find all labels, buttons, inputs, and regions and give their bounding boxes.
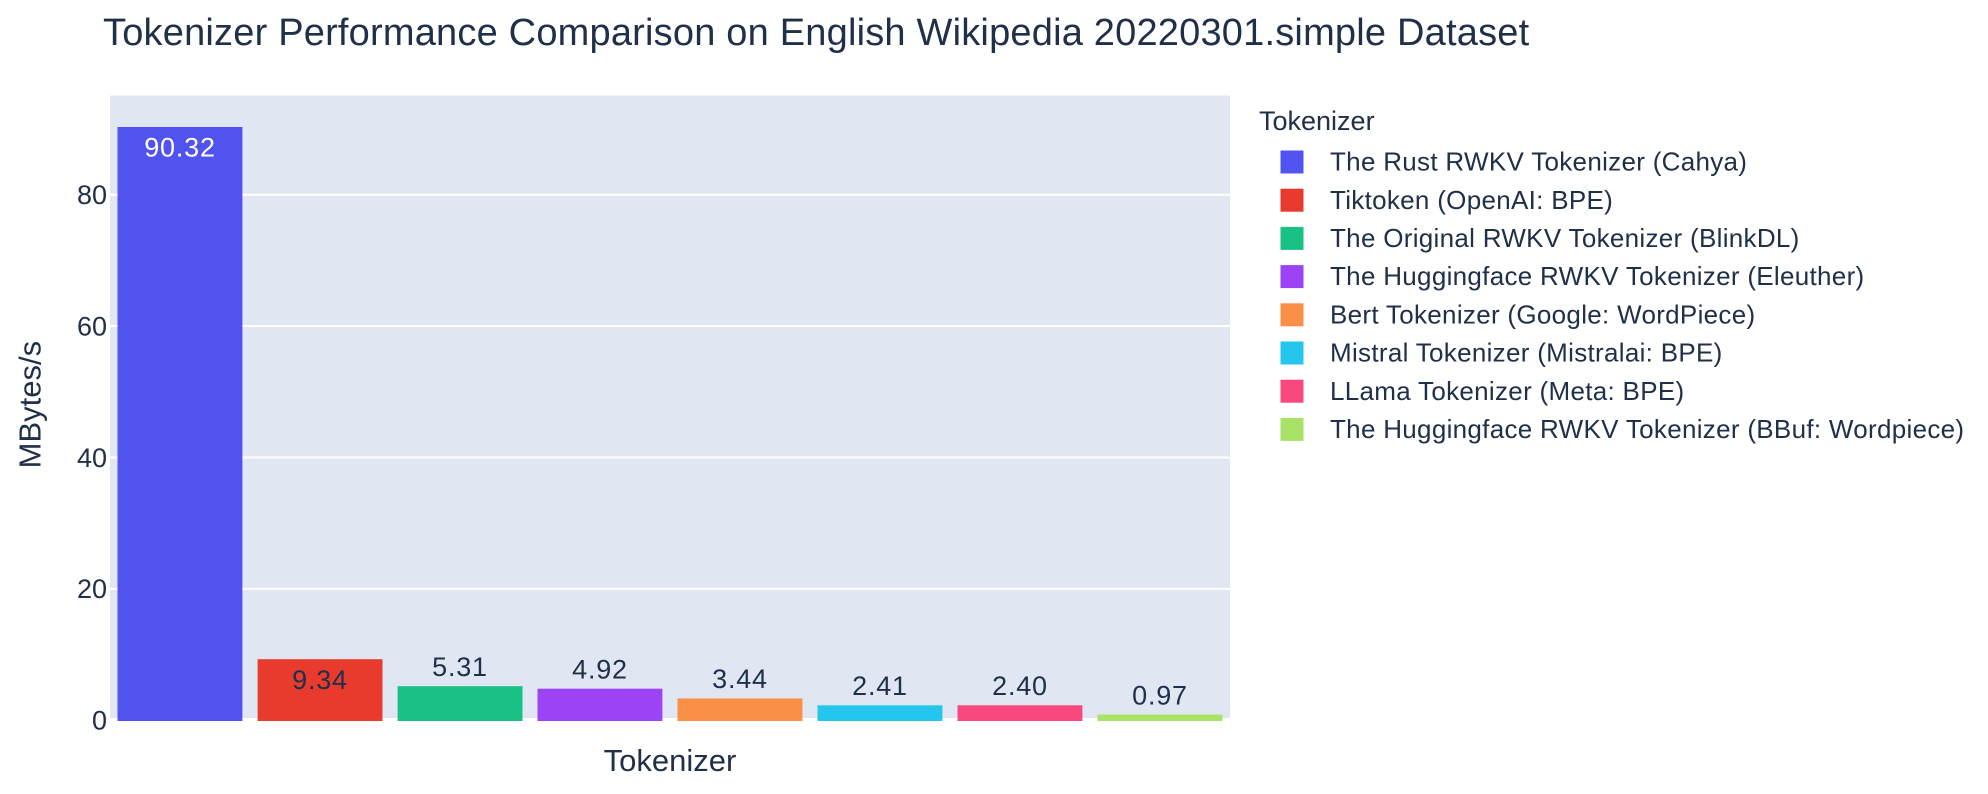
svg-text:Tokenizer: Tokenizer [1259,106,1375,136]
svg-text:80: 80 [77,180,107,210]
svg-text:The Original RWKV Tokenizer (B: The Original RWKV Tokenizer (BlinkDL) [1330,223,1800,253]
svg-text:60: 60 [77,311,107,341]
svg-text:3.44: 3.44 [712,664,768,694]
svg-text:LLama Tokenizer (Meta: BPE): LLama Tokenizer (Meta: BPE) [1330,376,1684,406]
svg-text:MBytes/s: MBytes/s [13,341,48,468]
svg-text:Bert Tokenizer (Google: WordPi: Bert Tokenizer (Google: WordPiece) [1330,299,1755,329]
svg-text:2.40: 2.40 [992,671,1048,701]
svg-text:40: 40 [77,443,107,473]
svg-text:0: 0 [92,706,107,736]
svg-text:0.97: 0.97 [1132,680,1188,710]
svg-text:5.31: 5.31 [432,652,488,682]
svg-text:20: 20 [77,574,107,604]
svg-text:Tokenizer Performance Comparis: Tokenizer Performance Comparison on Engl… [103,12,1530,54]
svg-text:The Huggingface RWKV Tokenizer: The Huggingface RWKV Tokenizer (BBuf: Wo… [1330,414,1964,444]
svg-text:Tokenizer: Tokenizer [604,743,737,778]
svg-text:9.34: 9.34 [292,665,348,695]
svg-text:The Huggingface RWKV Tokenizer: The Huggingface RWKV Tokenizer (Eleuther… [1330,261,1864,291]
svg-text:2.41: 2.41 [852,671,908,701]
svg-text:Mistral Tokenizer (Mistralai:: Mistral Tokenizer (Mistralai: BPE) [1330,338,1723,368]
svg-text:The Rust RWKV Tokenizer (Cahya: The Rust RWKV Tokenizer (Cahya) [1330,147,1747,177]
svg-text:Tiktoken (OpenAI: BPE): Tiktoken (OpenAI: BPE) [1330,185,1613,215]
svg-text:4.92: 4.92 [572,655,628,685]
svg-text:90.32: 90.32 [144,133,216,163]
